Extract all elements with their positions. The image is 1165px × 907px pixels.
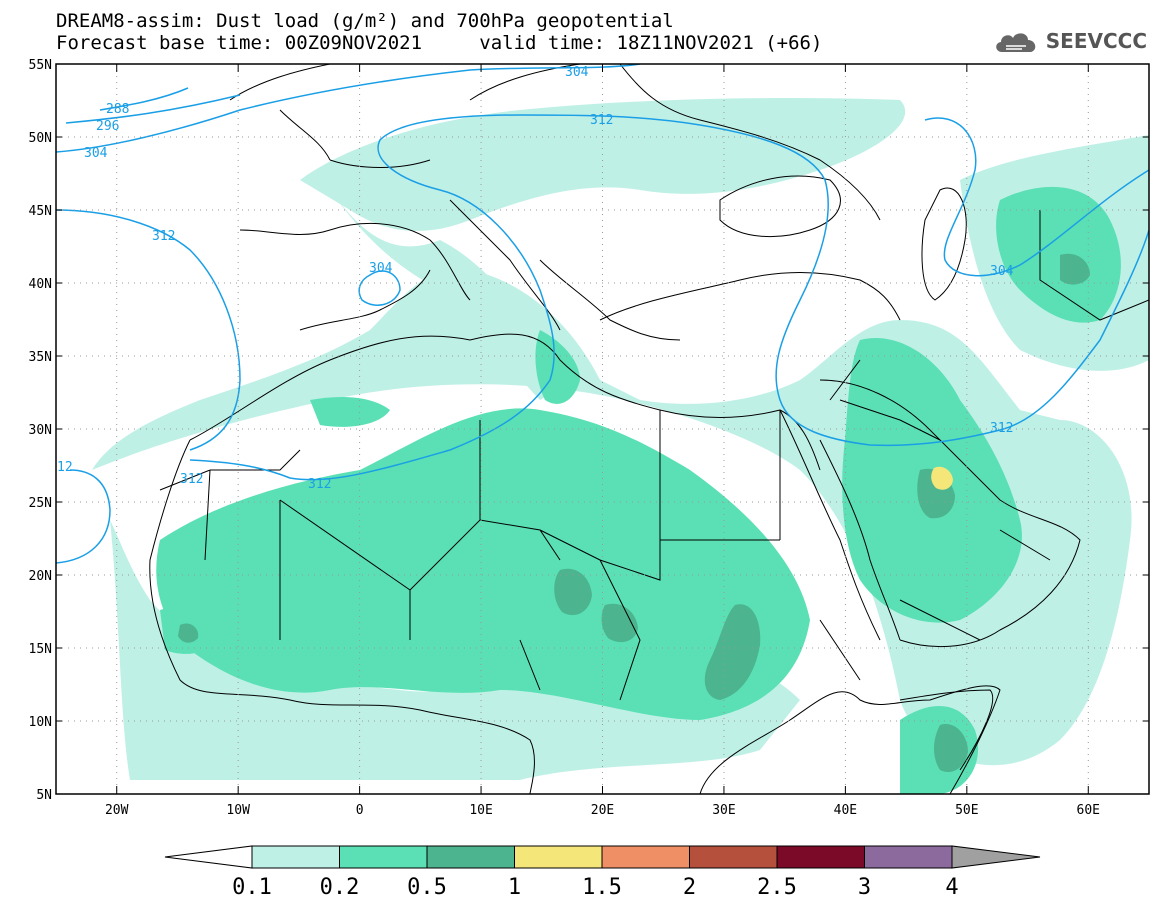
contour-label: 312: [990, 421, 1013, 436]
seevccc-logo: SEEVCCC: [992, 28, 1147, 54]
cloud-icon: [995, 33, 1036, 52]
coastlines: [149, 64, 1149, 794]
colorbar-tick-label: 1.5: [582, 875, 622, 900]
colorbar-segment: [689, 845, 778, 869]
geopotential-contours: [56, 64, 1149, 564]
colorbar-segment: [776, 845, 865, 869]
contour-label-group: 288 296 304 304 312 304 312 312 312 312 …: [57, 65, 1014, 492]
dust-level-1: [931, 466, 953, 490]
contour-label: 304: [369, 261, 393, 276]
contour-label: 312: [152, 229, 175, 244]
longitude-label: 10W: [226, 803, 250, 818]
map-title: DREAM8-assim: Dust load (g/m²) and 700hP…: [56, 10, 674, 32]
longitude-label: 20W: [105, 803, 129, 818]
latitude-label: 50N: [29, 131, 52, 146]
longitude-label: 40E: [834, 803, 857, 818]
latitude-label: 55N: [29, 58, 52, 73]
contour-label: 312: [590, 113, 613, 128]
latitude-labels: 55N 50N 45N 40N 35N 30N 25N 20N 15N 10N 5N: [29, 58, 52, 803]
axis-ticks: [56, 63, 1149, 795]
colorbar-under-arrow: [164, 845, 253, 869]
contour-label: 296: [96, 119, 119, 134]
graticule: [56, 64, 1149, 794]
dust-fields: [92, 98, 1149, 794]
contour-label: 312: [180, 472, 203, 487]
latitude-label: 5N: [36, 788, 52, 803]
latitude-label: 10N: [29, 715, 52, 730]
contour-label: 312: [308, 477, 331, 492]
colorbar-tick-label: 3: [858, 875, 871, 900]
contour-label: 12: [57, 460, 73, 475]
contour-label: 304: [565, 65, 589, 80]
latitude-label: 25N: [29, 496, 52, 511]
colorbar-segment: [601, 845, 690, 869]
colorbar-over-arrow: [951, 845, 1041, 869]
latitude-label: 15N: [29, 642, 52, 657]
forecast-base-time: Forecast base time: 00Z09NOV2021: [56, 32, 423, 54]
longitude-label: 60E: [1077, 803, 1100, 818]
longitude-label: 10E: [469, 803, 492, 818]
dust-level-0.2: [156, 186, 1121, 794]
latitude-label: 20N: [29, 569, 52, 584]
longitude-label: 0: [356, 803, 364, 818]
latitude-label: 35N: [29, 350, 52, 365]
colorbar-tick-label: 1: [508, 875, 521, 900]
longitude-label: 50E: [955, 803, 978, 818]
colorbar-segment: [864, 845, 953, 869]
colorbar-tick-label: 2: [683, 875, 696, 900]
map-title-block: DREAM8-assim: Dust load (g/m²) and 700hP…: [56, 10, 822, 54]
colorbar-tick-label: 4: [945, 875, 958, 900]
colorbar-tick-labels: 0.1 0.2 0.5 1 1.5 2 2.5 3 4: [232, 875, 959, 900]
longitude-label: 30E: [712, 803, 735, 818]
colorbar-segment: [426, 845, 515, 869]
contour-label: 288: [106, 102, 129, 117]
latitude-label: 45N: [29, 204, 52, 219]
latitude-label: 30N: [29, 423, 52, 438]
valid-time: valid time: 18Z11NOV2021 (+66): [479, 32, 823, 54]
colorbar-segment: [339, 845, 428, 869]
dust-level-0.5: [178, 253, 1090, 772]
contour-label: 304: [990, 264, 1014, 279]
contour-label: 304: [84, 146, 108, 161]
longitude-label: 20E: [591, 803, 614, 818]
latitude-label: 40N: [29, 277, 52, 292]
colorbar-tick-label: 2.5: [757, 875, 797, 900]
colorbar-segment: [251, 845, 340, 869]
colorbar-tick-label: 0.5: [407, 875, 447, 900]
colorbar-tick-label: 0.2: [320, 875, 360, 900]
longitude-labels: 20W 10W 0 10E 20E 30E 40E 50E 60E: [105, 803, 1100, 818]
colorbar-tick-label: 0.1: [232, 875, 272, 900]
colorbar: [164, 845, 1041, 869]
logo-text: SEEVCCC: [1045, 29, 1147, 53]
colorbar-segment: [514, 845, 603, 869]
